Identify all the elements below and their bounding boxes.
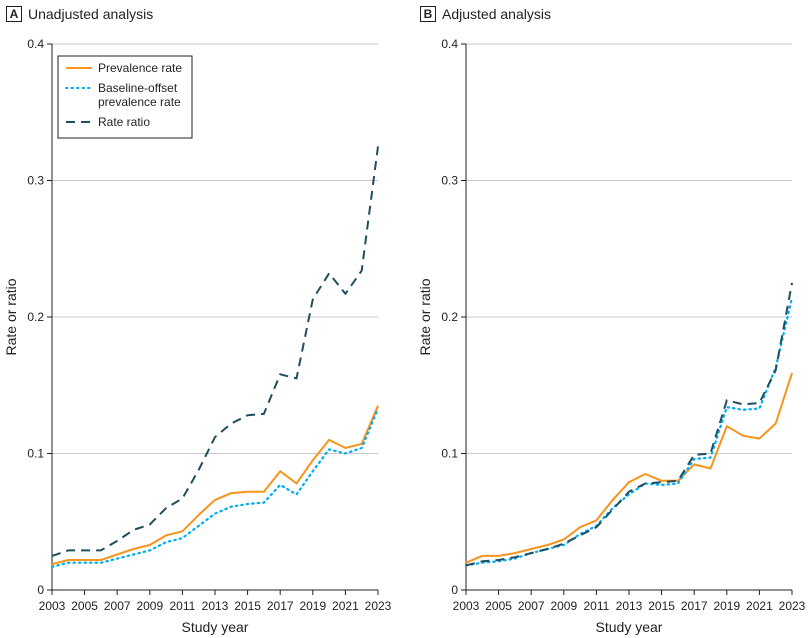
panel-a-header: A Unadjusted analysis <box>6 6 153 22</box>
panel-a-x-tick-label: 2005 <box>71 599 98 613</box>
panel-b-y-tick-label: 0.4 <box>441 37 458 51</box>
panel-a-x-axis-label: Study year <box>182 619 249 635</box>
panel-a-x-tick-label: 2013 <box>202 599 229 613</box>
panel-b-y-axis-label: Rate or ratio <box>417 278 433 355</box>
panel-a-x-tick-label: 2019 <box>299 599 326 613</box>
panel-b-x-tick-label: 2019 <box>713 599 740 613</box>
panel-b-y-tick-label: 0.3 <box>441 174 458 188</box>
panel-b-x-tick-label: 2003 <box>453 599 480 613</box>
panel-a-y-axis-label: Rate or ratio <box>3 278 19 355</box>
panel-b-x-tick-label: 2017 <box>681 599 708 613</box>
panel-b-x-tick-label: 2015 <box>648 599 675 613</box>
panel-a-y-tick-label: 0.4 <box>27 37 44 51</box>
panel-b-x-tick-label: 2013 <box>616 599 643 613</box>
legend-label: prevalence rate <box>98 95 181 109</box>
panel-b-x-tick-label: 2011 <box>583 599 609 613</box>
panel-a-x-tick-label: 2023 <box>365 599 392 613</box>
panel-b-y-tick-label: 0.2 <box>441 310 458 324</box>
panel-b-x-axis-label: Study year <box>596 619 663 635</box>
legend-label: Baseline-offset <box>98 81 178 95</box>
panel-a-x-tick-label: 2021 <box>332 599 359 613</box>
panel-b-letter: B <box>420 6 436 22</box>
panel-b-x-tick-label: 2007 <box>518 599 545 613</box>
panel-b-y-tick-label: 0 <box>451 583 458 597</box>
panel-b-series-dotted <box>464 296 794 567</box>
panel-b-x-tick-label: 2023 <box>779 599 806 613</box>
panel-b-series-solid <box>465 372 793 564</box>
panel-a-x-tick-label: 2015 <box>234 599 261 613</box>
panel-a-series-dotted <box>50 407 380 568</box>
panel-b-title: Adjusted analysis <box>442 6 551 22</box>
legend: Prevalence rate Baseline-offsetprevalence… <box>57 55 193 139</box>
panel-a-series-dashed <box>51 146 379 557</box>
panel-a-x-tick-label: 2009 <box>136 599 163 613</box>
panel-a-x-tick-label: 2007 <box>104 599 131 613</box>
panel-a-x-tick-label: 2003 <box>39 599 66 613</box>
panel-b-x-tick-label: 2021 <box>746 599 773 613</box>
panel-a-series-solid <box>51 405 379 566</box>
panel-b-x-tick-label: 2009 <box>550 599 577 613</box>
panel-a-y-tick-label: 0.1 <box>27 447 44 461</box>
panel-a-x-tick-label: 2017 <box>267 599 294 613</box>
panel-b-x-tick-label: 2005 <box>485 599 512 613</box>
panel-b-y-tick-label: 0.1 <box>441 447 458 461</box>
panel-b-series-dashed <box>465 282 793 567</box>
panel-b-header: B Adjusted analysis <box>420 6 551 22</box>
panel-a-y-tick-label: 0 <box>37 583 44 597</box>
panel-a-letter: A <box>6 6 22 22</box>
panel-a-y-tick-label: 0.2 <box>27 310 44 324</box>
panel-a-x-tick-label: 2011 <box>169 599 195 613</box>
legend-box <box>57 55 193 139</box>
panel-a-y-tick-label: 0.3 <box>27 174 44 188</box>
panel-a-title: Unadjusted analysis <box>28 6 154 22</box>
legend-label: Prevalence rate <box>98 61 182 75</box>
legend-label: Rate ratio <box>98 115 150 129</box>
